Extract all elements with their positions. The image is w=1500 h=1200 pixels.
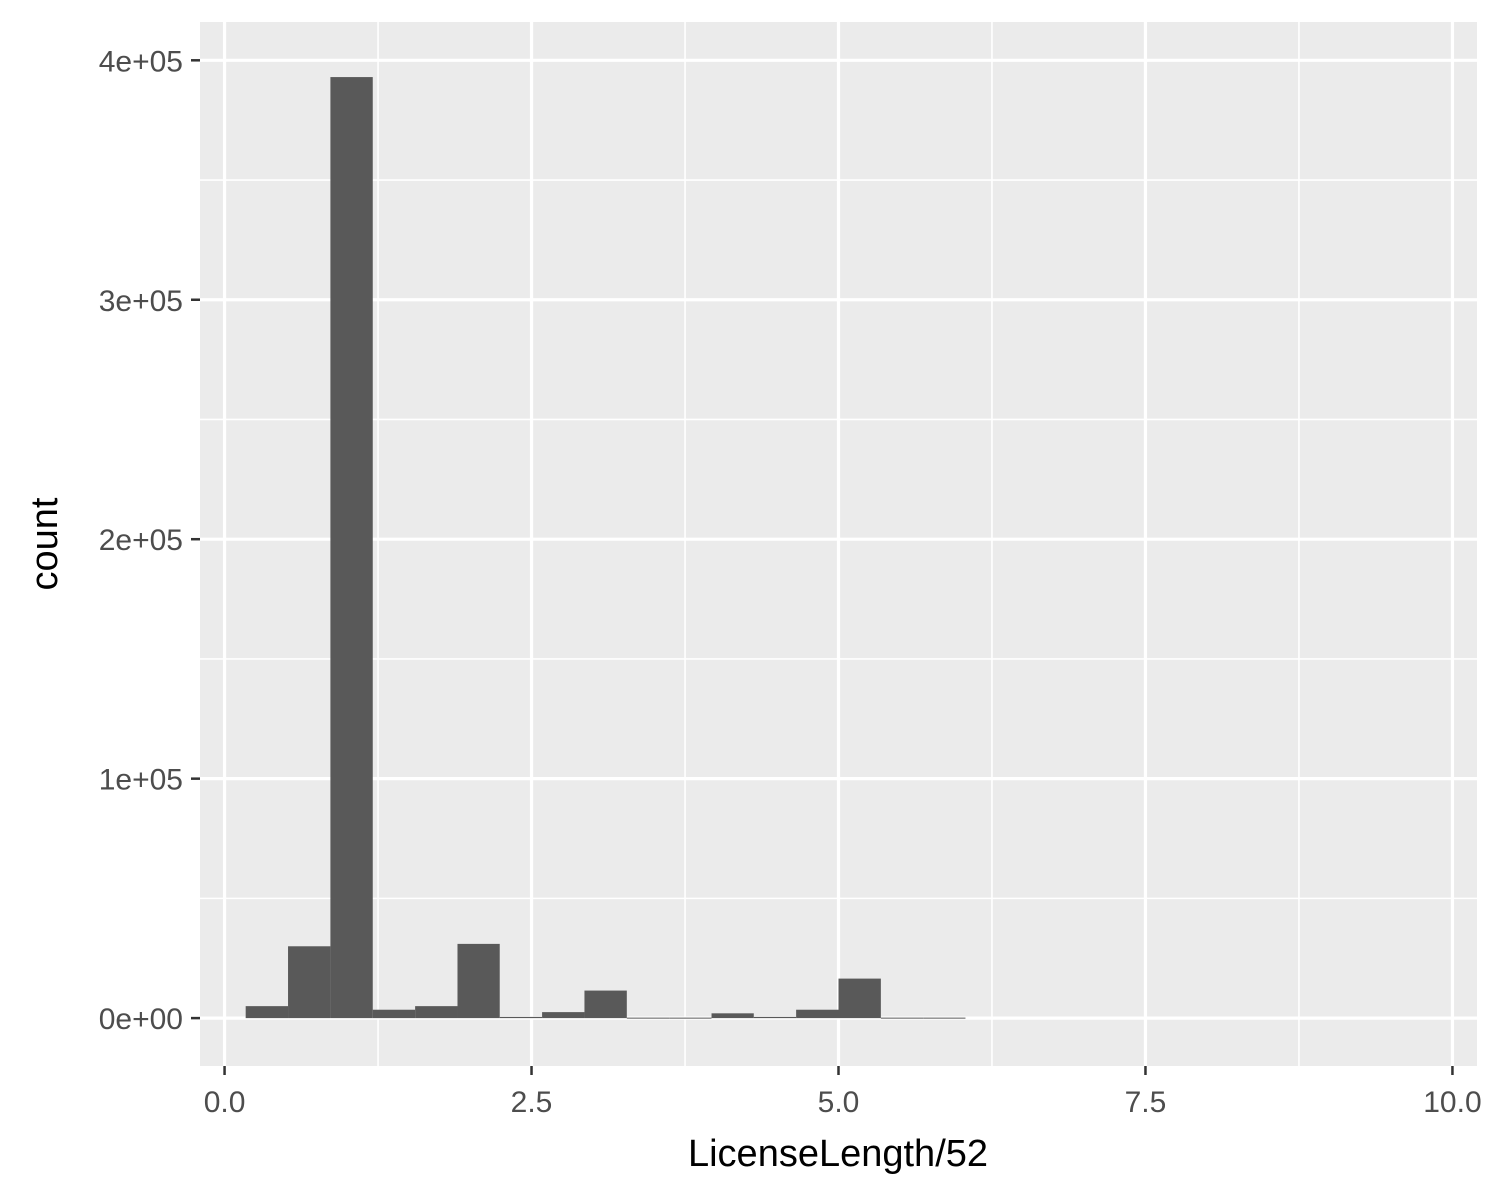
- histogram-bar: [288, 946, 331, 1019]
- histogram-bars: [245, 77, 966, 1019]
- x-tick-label: 0.0: [204, 1086, 246, 1119]
- histogram-bar: [372, 1009, 416, 1019]
- histogram-bar: [753, 1016, 797, 1019]
- histogram-bar: [415, 1006, 458, 1019]
- y-tick-label: 4e+05: [99, 45, 183, 78]
- histogram-bar: [669, 1017, 712, 1019]
- histogram-bar: [542, 1012, 585, 1019]
- x-axis: 0.0 2.5 5.0 7.5 10.0: [204, 1066, 1482, 1119]
- histogram-bar: [626, 1017, 670, 1019]
- histogram-bar: [880, 1017, 924, 1019]
- histogram-bar: [584, 990, 627, 1019]
- histogram-bar: [330, 77, 373, 1019]
- y-tick-label: 2e+05: [99, 524, 183, 557]
- y-tick-label: 0e+00: [99, 1003, 183, 1036]
- y-axis-title: count: [24, 497, 66, 590]
- histogram-bar: [245, 1006, 289, 1019]
- histogram-bar: [499, 1016, 543, 1019]
- x-tick-label: 2.5: [511, 1086, 553, 1119]
- y-axis: 0e+00 1e+05 2e+05 3e+05 4e+05: [99, 45, 200, 1036]
- x-tick-label: 10.0: [1423, 1086, 1481, 1119]
- x-tick-label: 7.5: [1125, 1086, 1167, 1119]
- histogram-bar: [838, 978, 881, 1019]
- x-axis-title: LicenseLength/52: [688, 1133, 988, 1175]
- y-tick-label: 1e+05: [99, 764, 183, 797]
- histogram-bar: [923, 1017, 966, 1019]
- histogram-bar: [457, 943, 500, 1019]
- histogram-bar: [711, 1013, 754, 1019]
- x-tick-label: 5.0: [818, 1086, 860, 1119]
- histogram-bar: [796, 1009, 839, 1019]
- major-gridlines: [200, 22, 1477, 1066]
- y-tick-label: 3e+05: [99, 285, 183, 318]
